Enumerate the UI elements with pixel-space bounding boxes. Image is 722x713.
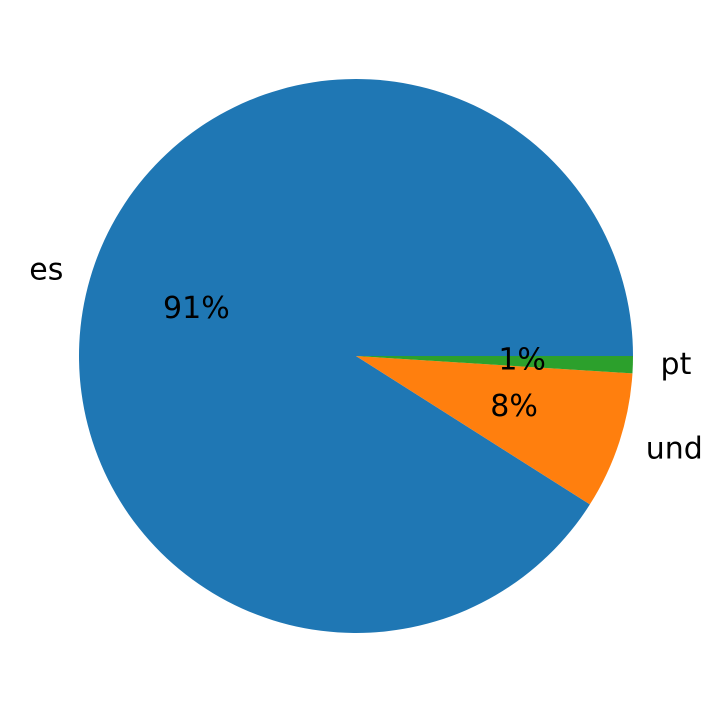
- value-label: 8%: [490, 389, 538, 424]
- value-label: 91%: [163, 291, 230, 326]
- pie-slice: [79, 79, 633, 634]
- slice-label: und: [646, 432, 703, 467]
- slice-label: es: [29, 252, 63, 287]
- pie-slice: [356, 356, 633, 374]
- pie-slice: [356, 356, 633, 505]
- value-label: 1%: [498, 343, 546, 378]
- slice-label: pt: [661, 347, 692, 382]
